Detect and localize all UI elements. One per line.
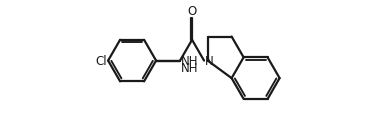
Text: Cl: Cl xyxy=(96,55,107,68)
Text: NH: NH xyxy=(181,55,198,68)
Text: NH: NH xyxy=(181,62,198,75)
Text: O: O xyxy=(187,5,197,18)
Text: N: N xyxy=(204,55,213,68)
